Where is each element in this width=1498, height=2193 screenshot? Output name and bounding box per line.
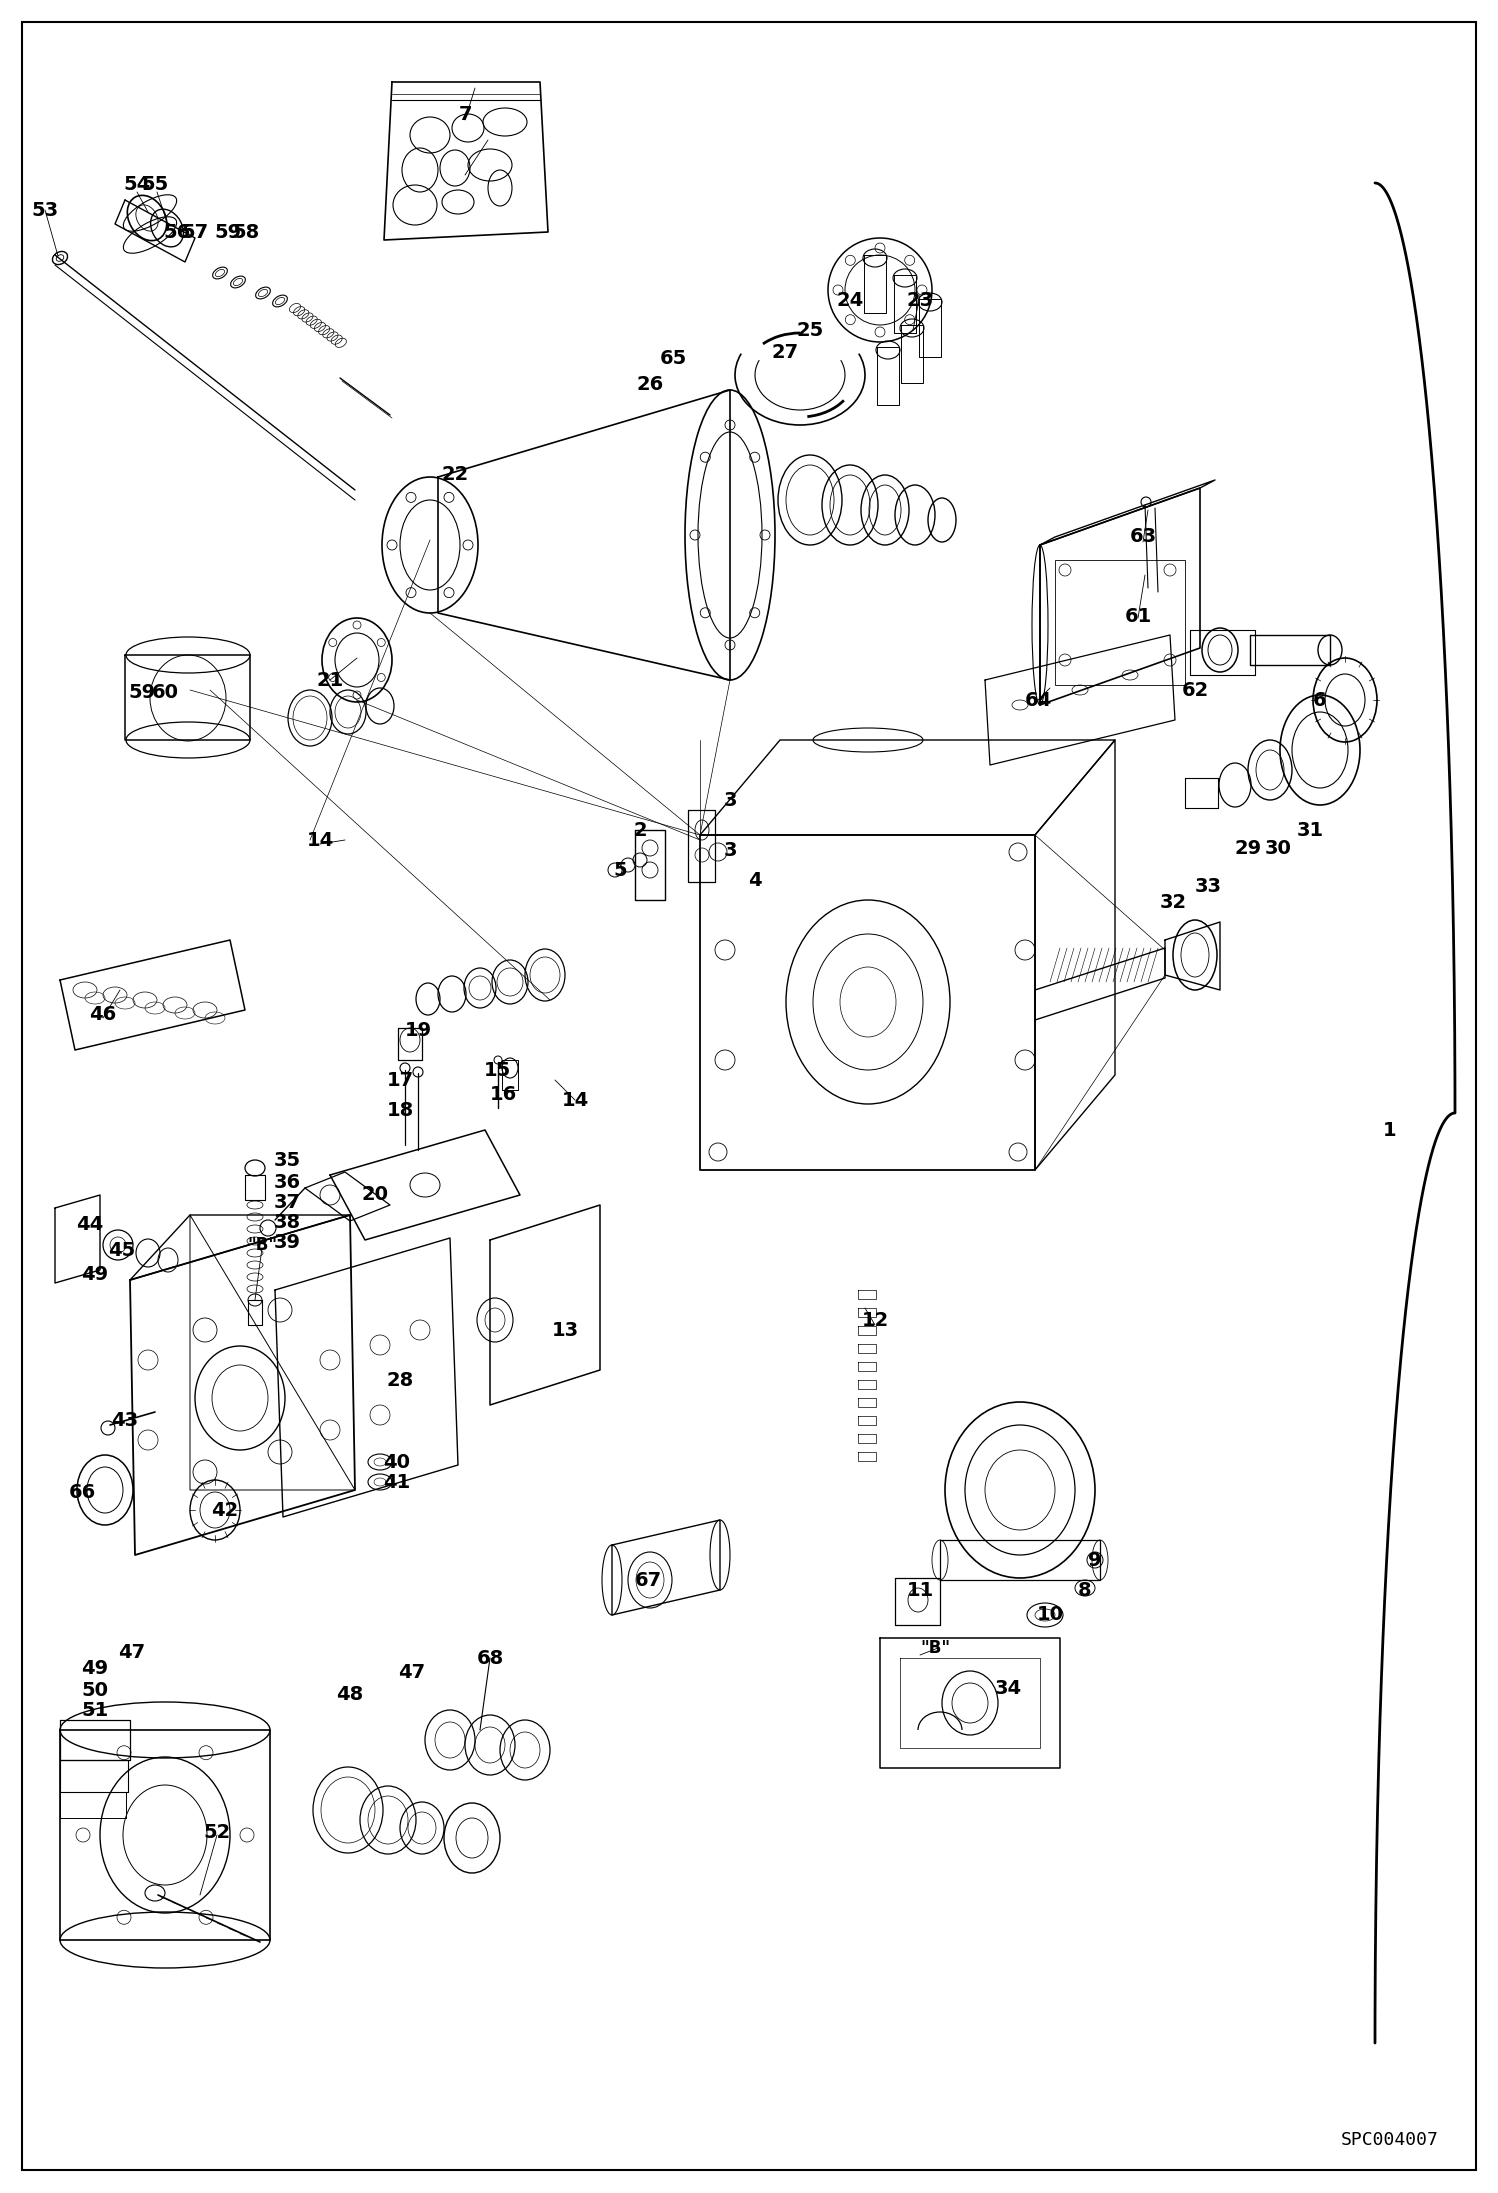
Text: 30: 30: [1264, 838, 1291, 857]
Text: 6: 6: [1314, 691, 1327, 711]
Text: 9: 9: [1088, 1550, 1101, 1570]
Text: 42: 42: [211, 1500, 238, 1520]
Text: 5: 5: [613, 860, 626, 879]
Text: 41: 41: [383, 1472, 410, 1491]
Text: 35: 35: [274, 1151, 301, 1169]
Text: 49: 49: [81, 1265, 108, 1285]
Text: 45: 45: [108, 1241, 136, 1259]
Text: 46: 46: [90, 1007, 117, 1024]
Text: 48: 48: [337, 1686, 364, 1704]
Text: 60: 60: [151, 684, 178, 702]
Text: 22: 22: [442, 465, 469, 485]
Text: 53: 53: [31, 200, 58, 219]
Text: 1: 1: [1383, 1121, 1396, 1140]
Text: 10: 10: [1037, 1605, 1064, 1625]
Text: 58: 58: [232, 224, 259, 243]
Text: 2: 2: [634, 820, 647, 840]
Text: 19: 19: [404, 1020, 431, 1039]
Text: 64: 64: [1025, 691, 1052, 711]
Text: 14: 14: [562, 1090, 589, 1110]
Text: 28: 28: [386, 1371, 413, 1390]
Text: 51: 51: [81, 1700, 109, 1719]
Text: 37: 37: [274, 1193, 301, 1213]
Text: 3: 3: [724, 789, 737, 809]
Text: 3: 3: [724, 840, 737, 860]
Text: 27: 27: [771, 344, 798, 362]
Text: "B": "B": [920, 1638, 950, 1658]
Text: 18: 18: [386, 1101, 413, 1118]
Text: 59: 59: [129, 684, 156, 702]
Text: 31: 31: [1296, 820, 1324, 840]
Text: 40: 40: [383, 1452, 410, 1472]
Text: 26: 26: [637, 375, 664, 395]
Text: 8: 8: [1079, 1581, 1092, 1599]
Text: 56: 56: [163, 224, 190, 243]
Text: 29: 29: [1234, 838, 1261, 857]
Text: 4: 4: [748, 871, 762, 890]
Text: 50: 50: [81, 1680, 108, 1700]
Text: 14: 14: [307, 831, 334, 849]
Text: 33: 33: [1194, 877, 1221, 897]
Text: 32: 32: [1159, 893, 1186, 912]
Text: 63: 63: [1129, 529, 1156, 546]
Text: 59: 59: [214, 224, 241, 243]
Text: 49: 49: [81, 1658, 108, 1678]
Text: 66: 66: [69, 1482, 96, 1502]
Text: 24: 24: [836, 289, 864, 309]
Text: 54: 54: [123, 175, 151, 195]
Bar: [1055, 559, 1185, 684]
Text: 16: 16: [490, 1086, 517, 1105]
Text: 68: 68: [476, 1649, 503, 1667]
Text: 61: 61: [1125, 607, 1152, 625]
Text: 23: 23: [906, 289, 933, 309]
Text: 36: 36: [274, 1173, 301, 1193]
Text: 11: 11: [906, 1581, 933, 1599]
Text: 44: 44: [76, 1215, 103, 1235]
Text: 7: 7: [458, 105, 472, 125]
Text: 47: 47: [398, 1662, 425, 1682]
Text: 20: 20: [361, 1186, 388, 1204]
Text: SPC004007: SPC004007: [1341, 2132, 1440, 2149]
Text: 17: 17: [386, 1070, 413, 1090]
Text: 67: 67: [635, 1570, 662, 1590]
Text: 38: 38: [274, 1213, 301, 1232]
Text: 57: 57: [181, 224, 208, 243]
Text: 62: 62: [1182, 680, 1209, 700]
Text: 25: 25: [797, 320, 824, 340]
Text: 55: 55: [141, 175, 169, 195]
Text: 39: 39: [274, 1232, 301, 1252]
Text: "B": "B": [247, 1237, 277, 1254]
Text: 47: 47: [118, 1643, 145, 1662]
Text: 15: 15: [484, 1061, 511, 1079]
Text: 21: 21: [316, 671, 343, 689]
Text: 12: 12: [861, 1311, 888, 1329]
Text: 65: 65: [659, 349, 686, 368]
Text: 34: 34: [995, 1678, 1022, 1697]
Text: 13: 13: [551, 1320, 578, 1340]
Text: 52: 52: [204, 1822, 231, 1842]
Text: 43: 43: [111, 1410, 138, 1430]
